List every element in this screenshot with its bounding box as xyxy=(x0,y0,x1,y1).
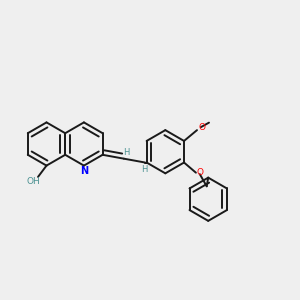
Text: H: H xyxy=(123,148,130,157)
Text: N: N xyxy=(80,166,88,176)
Text: H: H xyxy=(141,165,147,174)
Text: OH: OH xyxy=(27,177,40,186)
Text: O: O xyxy=(199,123,206,132)
Text: O: O xyxy=(196,168,203,177)
